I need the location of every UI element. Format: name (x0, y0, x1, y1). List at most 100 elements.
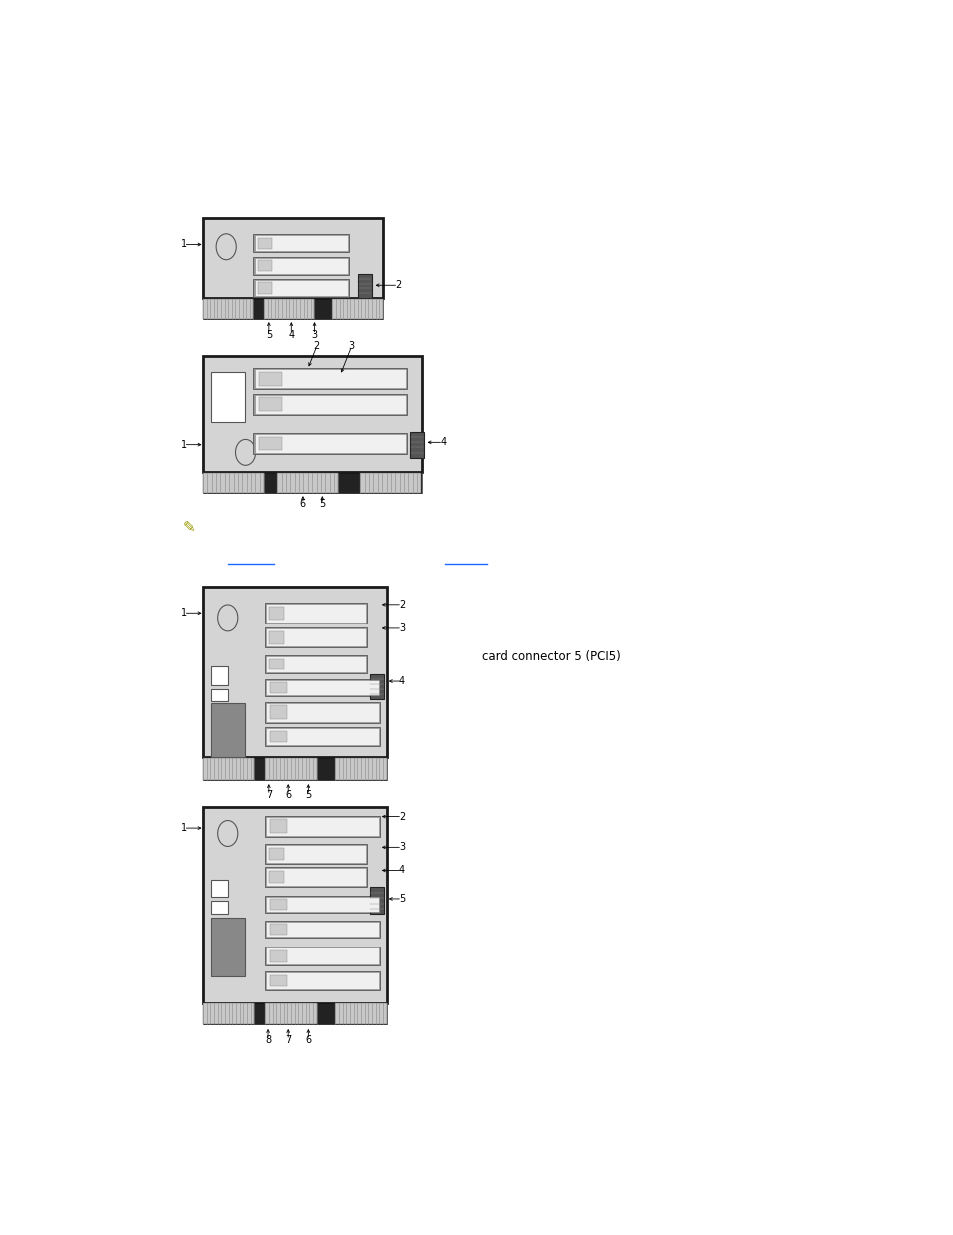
Circle shape (216, 233, 236, 259)
Circle shape (217, 605, 237, 631)
Text: 2: 2 (395, 280, 401, 290)
Text: 7: 7 (266, 790, 272, 800)
Bar (253, 433, 407, 454)
Text: 2: 2 (314, 341, 319, 351)
Bar (266, 868, 365, 885)
Bar (266, 845, 365, 863)
Bar (266, 656, 365, 672)
Bar (265, 701, 380, 722)
Bar (253, 394, 407, 415)
Bar (254, 235, 348, 252)
Bar (270, 924, 287, 935)
Text: 8: 8 (265, 1035, 271, 1045)
Bar (335, 758, 386, 779)
Bar (266, 897, 378, 911)
Bar (211, 703, 245, 757)
Bar (253, 368, 407, 389)
Bar (203, 587, 386, 757)
Text: 5: 5 (305, 790, 311, 800)
Text: card connector 5 (PCI5): card connector 5 (PCI5) (481, 650, 620, 663)
Bar (211, 918, 245, 976)
Bar (254, 369, 406, 389)
Text: 3: 3 (312, 330, 317, 340)
Text: 2: 2 (398, 600, 405, 610)
Text: 4: 4 (439, 437, 446, 447)
Bar (369, 674, 384, 699)
Bar (269, 871, 284, 883)
Bar (203, 473, 421, 493)
Text: 7: 7 (285, 1035, 291, 1045)
Bar (257, 283, 272, 294)
Text: 4: 4 (398, 866, 405, 876)
Bar (410, 431, 423, 458)
Bar (270, 731, 287, 742)
Circle shape (217, 820, 237, 846)
Bar (203, 1003, 386, 1025)
Bar (266, 972, 378, 989)
Bar (203, 299, 253, 319)
Bar (270, 974, 287, 987)
Bar (266, 703, 378, 721)
Bar (203, 758, 386, 779)
Text: 1: 1 (180, 240, 187, 249)
Bar (264, 299, 314, 319)
Bar (270, 820, 287, 832)
Bar (203, 217, 382, 299)
Bar (266, 727, 378, 745)
Bar (265, 867, 367, 887)
Text: 6: 6 (299, 499, 306, 509)
Bar (335, 1003, 386, 1025)
Bar (203, 806, 386, 1003)
Text: 6: 6 (305, 1035, 311, 1045)
Bar (254, 280, 348, 296)
Bar (266, 627, 365, 646)
Bar (211, 902, 228, 914)
Bar (265, 921, 380, 939)
Bar (211, 689, 228, 701)
Circle shape (235, 440, 255, 466)
Bar (270, 682, 287, 693)
Text: 6: 6 (285, 790, 291, 800)
Bar (203, 473, 264, 493)
Bar (203, 1003, 254, 1025)
Bar (253, 257, 349, 274)
Bar (265, 727, 380, 746)
Text: 3: 3 (398, 622, 405, 632)
Bar (203, 758, 254, 779)
Bar (265, 971, 380, 990)
Bar (270, 899, 287, 910)
Text: 5: 5 (266, 330, 272, 340)
Text: 5: 5 (319, 499, 325, 509)
Bar (254, 258, 348, 274)
Bar (266, 679, 378, 695)
Bar (265, 895, 380, 913)
Text: 3: 3 (349, 341, 355, 351)
Bar (266, 604, 365, 622)
Bar (270, 705, 287, 719)
Bar (357, 274, 372, 299)
Bar (270, 950, 287, 962)
Bar (360, 473, 421, 493)
Bar (211, 879, 228, 897)
Bar (211, 372, 245, 421)
Bar (257, 259, 272, 272)
Bar (265, 815, 380, 837)
Text: ✎: ✎ (182, 520, 195, 535)
Bar (253, 279, 349, 296)
Bar (265, 656, 367, 673)
Text: 4: 4 (398, 676, 405, 685)
Bar (211, 666, 228, 685)
Text: 1: 1 (180, 823, 187, 834)
Bar (253, 235, 349, 252)
Bar (203, 356, 421, 472)
Bar (265, 603, 367, 624)
Bar (265, 678, 380, 695)
Bar (269, 631, 284, 643)
Bar (254, 433, 406, 453)
Bar (259, 398, 282, 411)
Bar (257, 237, 272, 249)
Bar (266, 923, 378, 937)
Bar (265, 627, 367, 647)
Bar (265, 1003, 316, 1025)
Text: 2: 2 (398, 811, 405, 821)
